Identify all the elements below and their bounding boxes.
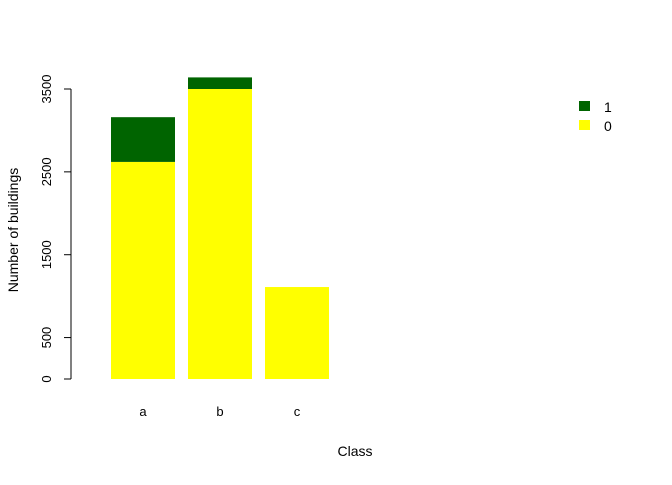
bar-a-series-1: [111, 117, 175, 162]
y-tick-label: 2500: [39, 157, 54, 186]
x-tick-label-c: c: [294, 404, 301, 419]
y-tick-label: 3500: [39, 75, 54, 104]
bar-b-series-0: [188, 89, 252, 379]
legend-label-1: 1: [604, 99, 612, 115]
y-tick-label: 0: [39, 375, 54, 382]
x-tick-label-a: a: [139, 404, 147, 419]
y-axis-title: Number of buildings: [5, 168, 21, 293]
bar-c-series-0: [265, 287, 329, 379]
legend-swatch-0: [579, 120, 590, 130]
legend-swatch-1: [579, 101, 590, 111]
x-tick-labels: a b c: [139, 404, 300, 419]
bars-group: [111, 77, 329, 379]
x-tick-label-b: b: [216, 404, 223, 419]
y-tick-label: 1500: [39, 240, 54, 269]
bar-a-series-0: [111, 161, 175, 379]
legend-label-0: 0: [604, 118, 612, 134]
y-axis: 0 500 1500 2500 3500: [39, 75, 72, 383]
bar-b-series-1: [188, 77, 252, 89]
legend: 10: [579, 99, 612, 134]
x-axis-title: Class: [337, 443, 372, 459]
y-tick-label: 500: [39, 327, 54, 349]
